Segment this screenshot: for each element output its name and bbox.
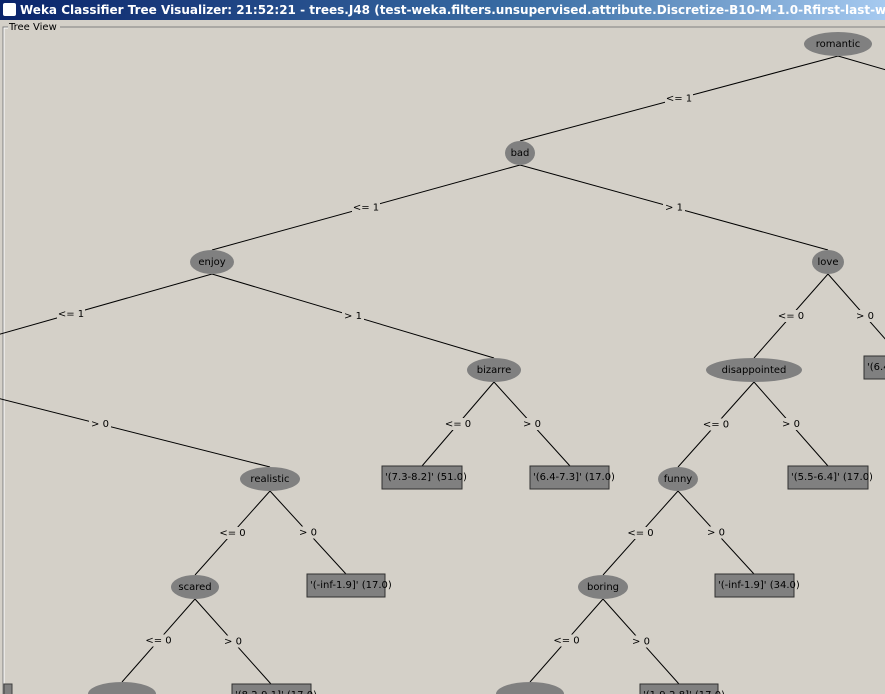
node-label: bizarre xyxy=(477,365,511,376)
edge-label: > 0 xyxy=(299,528,317,539)
leaf-label: '(6.4 xyxy=(867,362,885,373)
tree-node xyxy=(171,575,219,599)
edge-label: <= 0 xyxy=(553,636,579,647)
edge-label: > 0 xyxy=(91,419,109,430)
edge-label-bg xyxy=(521,418,543,430)
leaf-label: '(7.3-8.2]' (51.0) xyxy=(385,472,467,483)
edge xyxy=(0,273,213,335)
edge-label-bg xyxy=(630,635,652,648)
node-label: bad xyxy=(511,148,530,159)
edge-label: > 1 xyxy=(665,203,683,214)
edge-label-bg xyxy=(89,418,111,430)
edge-label-bg xyxy=(444,418,472,430)
edge xyxy=(0,398,271,468)
edge-label-bg xyxy=(663,201,685,214)
title-bar: Weka Classifier Tree Visualizer: 21:52:2… xyxy=(0,0,885,20)
edge-label: <= 1 xyxy=(58,309,84,320)
leaf xyxy=(231,683,312,694)
leaf-label: '(8.2-9.1]' (17.0) xyxy=(235,690,317,694)
leaf xyxy=(863,355,885,380)
tree-node xyxy=(190,250,234,274)
edge-label: <= 0 xyxy=(219,528,245,539)
tree-node xyxy=(467,358,521,382)
edge-label-bg xyxy=(665,92,693,105)
tree-node xyxy=(578,575,628,599)
node-label: funny xyxy=(664,474,693,485)
tree-view: Tree View <= 1 <= 1 > 1 <= 1 > 1 <= 0 > 0 > 0 <=… xyxy=(0,22,885,694)
edge-label-bg xyxy=(552,634,581,647)
edge-label: > 0 xyxy=(707,528,725,539)
edge-label: <= 1 xyxy=(666,94,692,105)
tree-node xyxy=(812,250,844,274)
edge-label-bg xyxy=(297,526,319,539)
node-label: scared xyxy=(178,582,211,593)
edge-label: > 0 xyxy=(856,311,874,322)
edge-label-bg xyxy=(57,308,85,320)
edge-label-bg xyxy=(218,527,247,539)
node-label: boring xyxy=(587,582,619,593)
edge-label-bg xyxy=(702,418,730,431)
edge-label-bg xyxy=(342,310,364,322)
edge-label-bg xyxy=(780,418,802,430)
node-label: realistic xyxy=(250,474,289,485)
edge-label: <= 0 xyxy=(627,528,653,539)
panel-border xyxy=(3,27,8,694)
edge-label-bg xyxy=(705,526,727,539)
edge-label-bg xyxy=(352,201,380,214)
edge-label: > 0 xyxy=(632,637,650,648)
leaf xyxy=(3,683,13,694)
edge-label-bg xyxy=(222,635,244,648)
panel-border xyxy=(2,26,8,694)
leaf xyxy=(381,465,463,490)
edge-label-bg xyxy=(626,527,655,539)
panel-label: Tree View xyxy=(8,22,57,33)
edge-label: <= 1 xyxy=(353,203,379,214)
tree-node xyxy=(658,467,698,491)
edge-label-bg xyxy=(144,634,173,647)
app-icon xyxy=(3,3,16,16)
edge-label: > 1 xyxy=(344,311,362,322)
edge xyxy=(837,55,885,71)
edge-label: <= 0 xyxy=(778,311,804,322)
edge-label: <= 0 xyxy=(703,420,729,431)
node-label: disappointed xyxy=(722,365,787,376)
leaf-label: '(6.4-7.3]' (17.0) xyxy=(533,472,615,483)
leaf xyxy=(529,465,610,490)
leaf-label: '(1.9-2.8]' (17.0) xyxy=(643,690,725,694)
leaf-label: '(-inf-1.9]' (34.0) xyxy=(718,580,800,591)
tree-node xyxy=(505,141,535,165)
node-label: romantic xyxy=(816,39,860,50)
edge-label: > 0 xyxy=(782,419,800,430)
tree-node xyxy=(706,358,802,382)
node-label: enjoy xyxy=(198,257,225,268)
leaf xyxy=(639,683,719,694)
edge-label: > 0 xyxy=(523,419,541,430)
leaf xyxy=(306,573,386,598)
leaf-label: '(5.5-6.4]' (17.0) xyxy=(791,472,873,483)
tree-node xyxy=(496,682,564,694)
edge-label: > 0 xyxy=(224,637,242,648)
edge-label: <= 0 xyxy=(445,419,471,430)
leaf xyxy=(787,465,869,490)
tree-node xyxy=(804,32,872,56)
leaf-label: '(-inf-1.9]' (17.0) xyxy=(310,580,392,591)
leaf xyxy=(714,573,795,598)
edge-label-bg xyxy=(777,310,805,322)
edge-label-bg xyxy=(854,310,876,322)
tree-node xyxy=(88,682,156,694)
node-label: love xyxy=(818,257,839,268)
edge-label: <= 0 xyxy=(145,636,171,647)
tree-node xyxy=(240,467,300,491)
window-title: Weka Classifier Tree Visualizer: 21:52:2… xyxy=(20,3,885,17)
